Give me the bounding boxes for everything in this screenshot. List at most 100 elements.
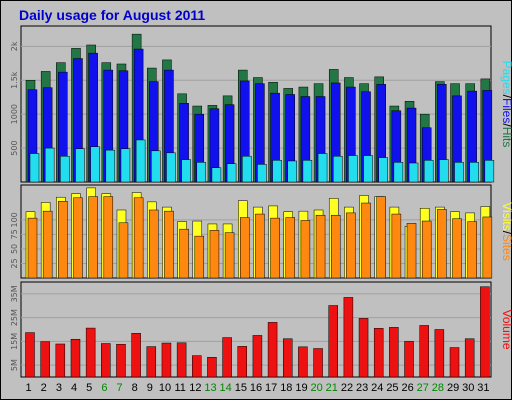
bar-sites-day-17 bbox=[270, 217, 280, 279]
chart-title: Daily usage for August 2011 bbox=[19, 7, 205, 23]
x-tick-label: 28 bbox=[432, 382, 444, 394]
bar-pages-day-19 bbox=[302, 160, 313, 183]
bar-pages-day-26 bbox=[408, 162, 419, 183]
side-legend-part: Visits bbox=[500, 202, 512, 230]
bar-pages-day-13 bbox=[211, 167, 222, 183]
bar-sites-day-15 bbox=[240, 217, 250, 279]
x-tick-label: 23 bbox=[356, 382, 368, 394]
bar-sites-day-7 bbox=[118, 222, 129, 279]
x-tick-label: 16 bbox=[250, 382, 262, 394]
side-legend: Visits/Sites bbox=[500, 202, 512, 260]
panel-volume: 5M 15M 25M 35M Volume bbox=[10, 281, 512, 378]
bar-sites-day-22 bbox=[346, 212, 356, 279]
x-tick-label: 11 bbox=[174, 382, 185, 394]
y-tick-label: 75 bbox=[10, 229, 19, 239]
side-legend-part: Files bbox=[500, 98, 512, 123]
bar-sites-day-28 bbox=[437, 209, 447, 279]
bar-volume-day-18 bbox=[282, 338, 293, 378]
bar-volume-day-12 bbox=[192, 355, 202, 378]
bar-pages-day-29 bbox=[454, 162, 464, 183]
bar-sites-day-30 bbox=[467, 221, 477, 279]
y-tick-label: 100 bbox=[10, 212, 19, 227]
side-legend-part: Pages bbox=[500, 61, 512, 95]
x-tick-label: 3 bbox=[56, 382, 62, 394]
x-tick-label: 1 bbox=[26, 382, 32, 394]
x-tick-label: 7 bbox=[116, 382, 122, 394]
bar-pages-day-15 bbox=[242, 155, 252, 183]
bar-sites-day-16 bbox=[255, 213, 265, 279]
bar-pages-day-16 bbox=[257, 164, 267, 183]
bar-sites-day-6 bbox=[103, 196, 114, 279]
bar-volume-day-7 bbox=[116, 343, 126, 378]
bar-sites-day-3 bbox=[58, 201, 68, 279]
y-tick-label: 2k bbox=[10, 41, 19, 51]
side-legend: Volume bbox=[500, 309, 512, 349]
bar-volume-day-14 bbox=[222, 337, 232, 378]
bar-volume-day-3 bbox=[55, 343, 66, 378]
bar-pages-day-7 bbox=[120, 148, 131, 183]
bar-pages-day-8 bbox=[135, 139, 146, 183]
bar-volume-day-20 bbox=[313, 348, 323, 378]
x-tick-label: 2 bbox=[41, 382, 47, 394]
bar-sites-day-31 bbox=[482, 216, 493, 279]
bar-pages-day-11 bbox=[181, 159, 191, 183]
x-tick-label: 4 bbox=[71, 382, 77, 394]
side-legend-part: Volume bbox=[500, 309, 512, 349]
x-tick-label: 31 bbox=[477, 382, 489, 394]
y-tick-label: 35M bbox=[10, 285, 19, 302]
x-tick-label: 26 bbox=[401, 382, 413, 394]
x-tick-label: 20 bbox=[311, 382, 323, 394]
bar-pages-day-18 bbox=[287, 160, 297, 183]
bar-sites-day-23 bbox=[361, 202, 371, 279]
bar-pages-day-9 bbox=[151, 150, 161, 183]
bar-volume-day-9 bbox=[146, 346, 157, 378]
x-tick-label: 29 bbox=[447, 382, 459, 394]
y-tick-label: 50 bbox=[10, 244, 19, 254]
bar-volume-day-26 bbox=[404, 341, 414, 378]
bar-pages-day-24 bbox=[378, 157, 388, 183]
side-legend-part: / bbox=[500, 95, 512, 99]
x-tick-label: 17 bbox=[265, 382, 277, 394]
bar-volume-day-25 bbox=[389, 327, 399, 378]
bar-volume-day-11 bbox=[176, 342, 187, 378]
bar-volume-day-13 bbox=[207, 357, 217, 378]
y-tick-label: 500 bbox=[10, 140, 19, 155]
chart-panels: 50010001.5k2kPages/Files/Hits255075100Vi… bbox=[10, 25, 512, 378]
bar-sites-day-21 bbox=[330, 214, 341, 279]
bar-volume-day-27 bbox=[419, 325, 429, 378]
bar-pages-day-17 bbox=[272, 160, 282, 183]
x-tick-label: 14 bbox=[220, 382, 232, 394]
bar-volume-day-19 bbox=[298, 346, 308, 378]
bar-sites-day-4 bbox=[73, 197, 83, 279]
y-tick-label: 15M bbox=[10, 333, 19, 350]
bar-volume-day-30 bbox=[464, 338, 475, 378]
bar-pages-day-28 bbox=[439, 159, 449, 183]
y-tick-label: 1000 bbox=[10, 104, 19, 124]
bar-sites-day-12 bbox=[194, 235, 205, 279]
bar-volume-day-16 bbox=[252, 335, 263, 378]
x-tick-label: 18 bbox=[280, 382, 292, 394]
bar-sites-day-11 bbox=[179, 228, 189, 279]
bar-volume-day-10 bbox=[161, 342, 172, 378]
bar-pages-day-23 bbox=[363, 155, 373, 183]
x-tick-label: 24 bbox=[371, 382, 383, 394]
bar-volume-day-8 bbox=[131, 333, 141, 378]
x-tick-label: 9 bbox=[147, 382, 153, 394]
bar-sites-day-24 bbox=[376, 196, 386, 279]
bar-pages-day-5 bbox=[90, 146, 100, 183]
bar-sites-day-20 bbox=[315, 214, 326, 279]
bar-sites-day-18 bbox=[285, 217, 295, 279]
bar-sites-day-10 bbox=[164, 210, 174, 279]
bar-sites-day-13 bbox=[209, 230, 220, 279]
bar-pages-day-12 bbox=[196, 162, 207, 183]
bar-sites-day-26 bbox=[406, 223, 417, 279]
bar-pages-day-6 bbox=[105, 149, 116, 183]
bar-sites-day-5 bbox=[88, 196, 98, 279]
bar-pages-day-3 bbox=[60, 155, 70, 183]
x-tick-label: 21 bbox=[326, 382, 338, 394]
bar-volume-day-1 bbox=[25, 332, 35, 378]
x-tick-label: 8 bbox=[132, 382, 138, 394]
x-tick-label: 15 bbox=[235, 382, 247, 394]
x-tick-label: 30 bbox=[462, 382, 474, 394]
